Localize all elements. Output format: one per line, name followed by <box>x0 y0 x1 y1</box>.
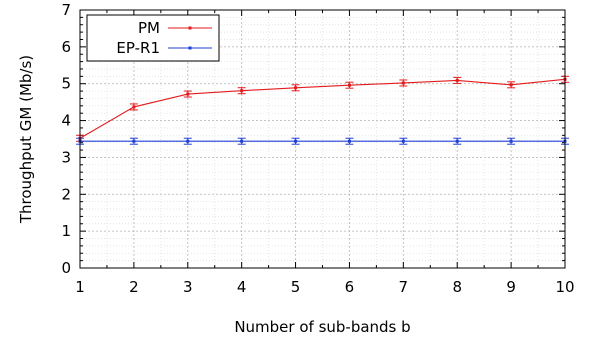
data-point-ep-r1 <box>509 139 513 143</box>
y-tick-label: 1 <box>61 222 71 240</box>
y-axis-label: Throughput GM (Mb/s) <box>17 55 35 224</box>
y-tick-label: 5 <box>61 75 71 93</box>
data-point-pm <box>401 81 405 85</box>
data-point-pm <box>132 105 136 109</box>
x-tick-label: 4 <box>237 278 247 296</box>
data-point-ep-r1 <box>186 139 190 143</box>
data-point-ep-r1 <box>401 139 405 143</box>
y-tick-label: 7 <box>61 1 71 19</box>
x-tick-label: 1 <box>75 278 85 296</box>
plot-frame <box>79 9 566 269</box>
x-tick-label: 6 <box>345 278 355 296</box>
data-point-pm <box>509 83 513 87</box>
data-point-pm <box>186 92 190 96</box>
data-point-ep-r1 <box>132 139 136 143</box>
x-tick-label: 8 <box>452 278 462 296</box>
y-tick-label: 2 <box>61 185 71 203</box>
data-point-pm <box>240 89 244 93</box>
x-tick-label: 2 <box>129 278 139 296</box>
y-tick-label: 6 <box>61 38 71 56</box>
legend-marker-ep-r1 <box>188 46 192 50</box>
data-point-ep-r1 <box>455 139 459 143</box>
legend-box <box>86 14 220 62</box>
legend-label-ep-r1: EP-R1 <box>116 39 160 57</box>
x-tick-label: 10 <box>555 278 574 296</box>
series-line-pm <box>79 78 566 139</box>
data-point-pm <box>294 86 298 90</box>
x-tick-label: 9 <box>506 278 516 296</box>
series-group <box>76 75 569 145</box>
data-point-ep-r1 <box>347 139 351 143</box>
data-point-ep-r1 <box>240 139 244 143</box>
y-tick-label: 4 <box>61 112 71 130</box>
data-point-pm <box>347 83 351 87</box>
y-tick-label: 3 <box>61 148 71 166</box>
y-tick-label: 0 <box>61 259 71 277</box>
legend-label-pm: PM <box>138 19 160 37</box>
legend-marker-pm <box>188 26 192 30</box>
x-tick-label: 5 <box>291 278 301 296</box>
data-point-ep-r1 <box>294 139 298 143</box>
x-axis-label: Number of sub-bands b <box>234 318 410 336</box>
data-point-pm <box>455 78 459 82</box>
legend: PM EP-R1 <box>86 14 220 62</box>
x-tick-label: 3 <box>183 278 193 296</box>
x-tick-label: 7 <box>399 278 409 296</box>
